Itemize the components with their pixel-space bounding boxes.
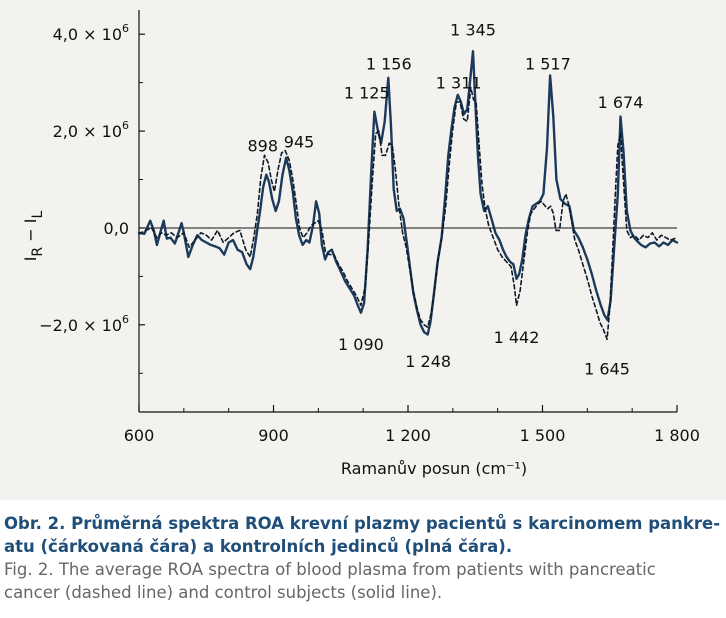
x-tick-label: 1 200: [385, 426, 431, 445]
peak-label: 1 311: [436, 74, 482, 93]
peak-label: 1 090: [338, 335, 384, 354]
x-tick-label: 1 500: [520, 426, 566, 445]
peak-label: 1 517: [525, 54, 571, 73]
figure-panel: 4,0 × 106 2,0 × 106 0,0 −2,0 × 106 600 900 1 2…: [0, 0, 726, 500]
x-tick-label: 1 800: [654, 426, 700, 445]
caption-english: Fig. 2. The average ROA spectra of blood…: [4, 558, 722, 604]
peak-label: 1 125: [344, 83, 390, 102]
peak-label: 1 645: [584, 359, 630, 378]
y-axis-title: IR − IL: [21, 211, 46, 262]
x-tick-label: 900: [258, 426, 289, 445]
peak-label: 1 442: [494, 328, 540, 347]
caption-english-line-1: Fig. 2. The average ROA spectra of blood…: [4, 560, 656, 579]
roa-spectra-chart: 4,0 × 106 2,0 × 106 0,0 −2,0 × 106 600 900 1 2…: [21, 10, 700, 478]
series-dashed-line: [138, 86, 678, 341]
x-tick-label: 600: [124, 426, 155, 445]
caption-czech-line-2: atu (čárkovaná čára) a kontrolních jedin…: [4, 537, 513, 556]
peak-label: 1 345: [450, 20, 496, 39]
peak-label: 898: [247, 137, 278, 156]
caption-czech-line-1: Obr. 2. Průměrná spektra ROA krevní plaz…: [4, 514, 721, 533]
series-layer: [137, 50, 679, 341]
y-tick-label: 4,0 × 106: [53, 22, 129, 44]
caption-english-line-2: cancer (dashed line) and control subject…: [4, 583, 443, 602]
y-tick-label: 0,0: [104, 219, 129, 238]
peak-label: 1 248: [405, 352, 451, 371]
y-tick-label: −2,0 × 106: [39, 313, 129, 335]
peak-label: 1 156: [366, 54, 412, 73]
figure-caption: Obr. 2. Průměrná spektra ROA krevní plaz…: [4, 512, 722, 604]
peak-label: 1 674: [598, 93, 644, 112]
x-axis-title: Ramanův posun (cm⁻¹): [341, 459, 527, 478]
series-solid-line: [137, 50, 679, 336]
labels-layer: 898 945 1 125 1 156 1 311 1 345 1 517 1 674 1 09…: [247, 20, 643, 378]
caption-czech: Obr. 2. Průměrná spektra ROA krevní plaz…: [4, 512, 722, 558]
peak-label: 945: [284, 133, 315, 152]
chart-axes: 4,0 × 106 2,0 × 106 0,0 −2,0 × 106 600 900 1 2…: [21, 10, 700, 478]
y-tick-label: 2,0 × 106: [53, 119, 129, 141]
